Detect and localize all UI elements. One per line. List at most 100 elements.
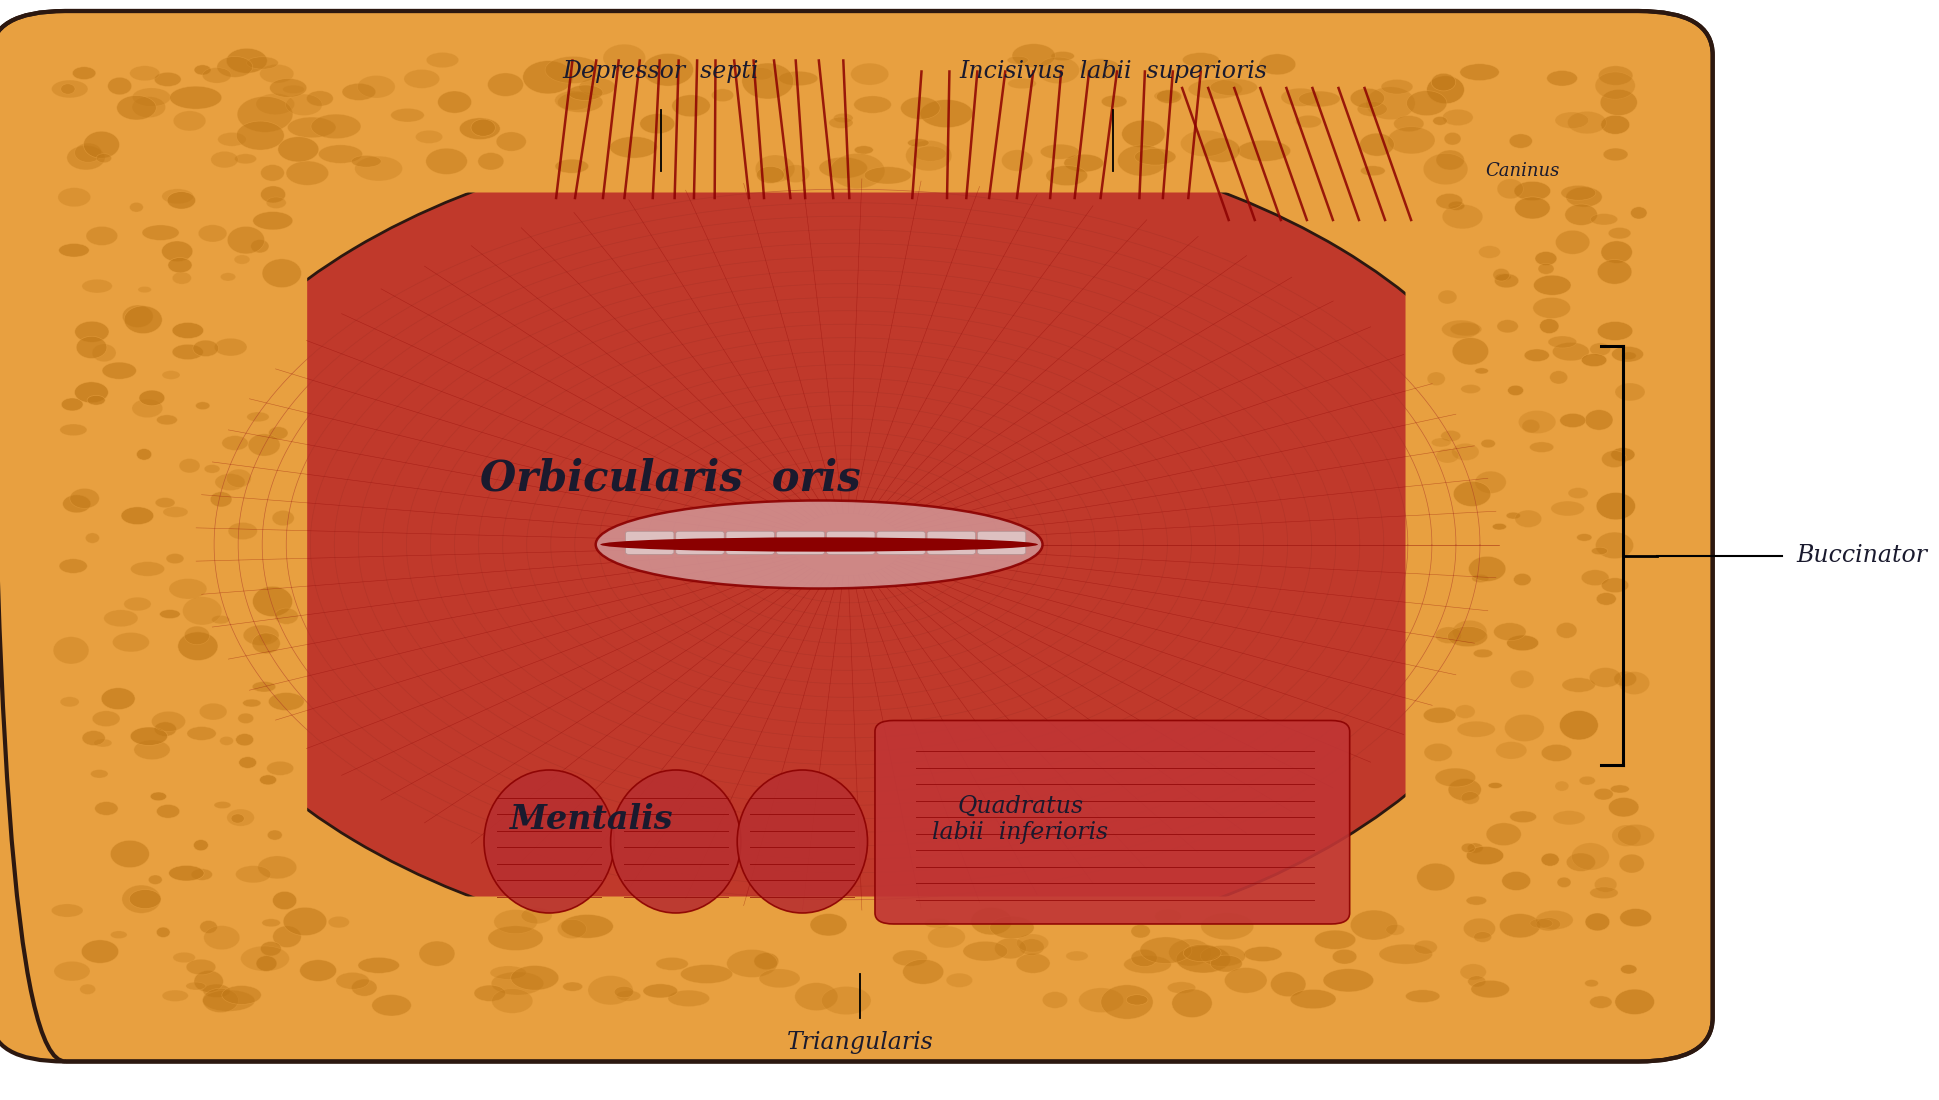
Ellipse shape — [1456, 722, 1495, 737]
Ellipse shape — [1270, 971, 1305, 997]
Ellipse shape — [91, 770, 109, 778]
Ellipse shape — [151, 712, 186, 732]
Ellipse shape — [111, 840, 149, 868]
Ellipse shape — [54, 961, 89, 981]
Ellipse shape — [1619, 965, 1637, 974]
Ellipse shape — [192, 340, 219, 356]
Ellipse shape — [194, 839, 207, 850]
Ellipse shape — [173, 322, 204, 339]
Ellipse shape — [283, 908, 326, 936]
Ellipse shape — [260, 774, 277, 785]
Ellipse shape — [1613, 383, 1644, 400]
Ellipse shape — [157, 804, 180, 818]
Ellipse shape — [1452, 620, 1485, 642]
Ellipse shape — [491, 966, 525, 979]
Ellipse shape — [242, 700, 260, 707]
Ellipse shape — [1018, 939, 1043, 956]
Ellipse shape — [155, 497, 175, 508]
Ellipse shape — [134, 740, 171, 760]
Ellipse shape — [1501, 871, 1530, 891]
Ellipse shape — [1435, 194, 1462, 209]
Ellipse shape — [76, 337, 107, 359]
Ellipse shape — [460, 118, 500, 140]
Ellipse shape — [1437, 290, 1456, 304]
Ellipse shape — [1134, 148, 1175, 165]
Ellipse shape — [1350, 88, 1384, 108]
Ellipse shape — [1588, 668, 1621, 688]
Ellipse shape — [271, 510, 295, 526]
Ellipse shape — [1590, 547, 1607, 554]
Ellipse shape — [642, 983, 677, 998]
Ellipse shape — [1578, 777, 1594, 785]
Ellipse shape — [130, 66, 159, 80]
Ellipse shape — [1435, 449, 1458, 463]
FancyBboxPatch shape — [776, 531, 824, 554]
Ellipse shape — [491, 989, 533, 1013]
Ellipse shape — [1460, 385, 1479, 394]
Ellipse shape — [1491, 524, 1507, 530]
Ellipse shape — [473, 986, 506, 1001]
Ellipse shape — [173, 953, 196, 962]
Ellipse shape — [93, 711, 120, 726]
Ellipse shape — [483, 770, 615, 913]
Ellipse shape — [1509, 811, 1536, 823]
Ellipse shape — [246, 412, 270, 421]
Ellipse shape — [1487, 782, 1501, 789]
Ellipse shape — [811, 914, 847, 936]
Ellipse shape — [1117, 145, 1167, 176]
Ellipse shape — [555, 91, 593, 110]
Ellipse shape — [1518, 410, 1555, 433]
Ellipse shape — [159, 609, 180, 618]
Ellipse shape — [1435, 627, 1460, 644]
Ellipse shape — [1553, 811, 1584, 825]
Ellipse shape — [403, 69, 440, 88]
Ellipse shape — [913, 146, 946, 162]
Ellipse shape — [1472, 649, 1491, 658]
Text: Incisivus  labii  superioris: Incisivus labii superioris — [958, 60, 1266, 82]
Ellipse shape — [173, 111, 206, 131]
Ellipse shape — [487, 73, 524, 97]
Ellipse shape — [260, 942, 281, 956]
Ellipse shape — [1045, 166, 1088, 186]
Ellipse shape — [1514, 510, 1542, 527]
Ellipse shape — [1594, 789, 1613, 800]
Ellipse shape — [1443, 132, 1460, 145]
Ellipse shape — [74, 143, 101, 163]
Ellipse shape — [995, 938, 1026, 959]
Ellipse shape — [149, 792, 167, 801]
Ellipse shape — [1619, 855, 1644, 873]
Ellipse shape — [1536, 917, 1559, 931]
Ellipse shape — [795, 982, 838, 1011]
Ellipse shape — [1598, 66, 1633, 85]
Ellipse shape — [266, 761, 293, 776]
Ellipse shape — [237, 97, 293, 132]
Ellipse shape — [1493, 623, 1526, 640]
Ellipse shape — [157, 927, 171, 937]
Ellipse shape — [1350, 910, 1396, 940]
Ellipse shape — [758, 969, 799, 988]
Ellipse shape — [262, 258, 301, 287]
Ellipse shape — [252, 632, 279, 653]
Ellipse shape — [287, 117, 335, 138]
Ellipse shape — [60, 696, 79, 707]
Ellipse shape — [1167, 982, 1194, 993]
Ellipse shape — [1012, 44, 1055, 68]
Ellipse shape — [1617, 672, 1648, 694]
Ellipse shape — [157, 415, 176, 425]
Ellipse shape — [52, 80, 87, 98]
Ellipse shape — [671, 95, 710, 117]
Ellipse shape — [155, 73, 180, 87]
Ellipse shape — [95, 802, 118, 815]
Ellipse shape — [1602, 451, 1627, 468]
Ellipse shape — [124, 597, 151, 611]
Ellipse shape — [1237, 140, 1289, 162]
Ellipse shape — [169, 579, 207, 600]
Ellipse shape — [235, 734, 254, 746]
Ellipse shape — [1538, 263, 1553, 274]
Ellipse shape — [1099, 984, 1152, 1019]
Ellipse shape — [427, 53, 458, 68]
Ellipse shape — [1493, 268, 1509, 282]
Ellipse shape — [196, 402, 209, 409]
Ellipse shape — [1121, 120, 1165, 147]
Ellipse shape — [130, 562, 165, 576]
